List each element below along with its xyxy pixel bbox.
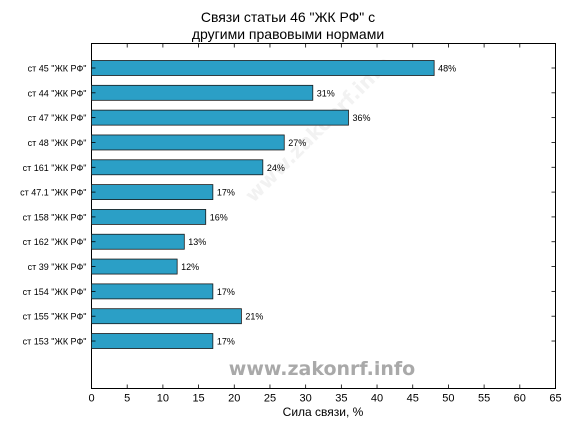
bar-value-label: 48%	[438, 64, 456, 74]
y-tick-label: ст 48 "ЖК РФ"	[28, 138, 87, 148]
y-tick-label: ст 44 "ЖК РФ"	[28, 88, 87, 98]
x-tick-label: 25	[264, 393, 276, 405]
bar	[91, 258, 178, 275]
bar-value-label: 12%	[181, 262, 199, 272]
bar-value-label: 17%	[217, 337, 235, 347]
bar	[91, 308, 242, 325]
y-tick-label: ст 47.1 "ЖК РФ"	[20, 188, 86, 198]
bar	[91, 159, 264, 176]
bar-value-label: 17%	[217, 188, 235, 198]
y-tick-label: ст 162 "ЖК РФ"	[23, 237, 87, 247]
y-tick-label: ст 39 "ЖК РФ"	[28, 262, 87, 272]
bar	[91, 333, 214, 349]
bar-value-label: 13%	[188, 237, 206, 247]
bar-value-label: 17%	[217, 287, 235, 297]
x-tick-label: 50	[442, 393, 454, 405]
bar-value-label: 21%	[245, 312, 263, 322]
watermark: www.zakonrf.info	[228, 358, 416, 380]
x-tick-label: 45	[407, 393, 419, 405]
chart-title-line-2: другими правовыми нормами	[191, 26, 385, 42]
x-tick-label: 20	[228, 393, 240, 405]
bar-value-label: 27%	[288, 138, 306, 148]
y-tick-label: ст 153 "ЖК РФ"	[23, 337, 87, 347]
bar	[91, 184, 214, 201]
x-tick-label: 5	[124, 393, 130, 405]
bar	[91, 233, 185, 250]
bar-value-label: 36%	[352, 113, 370, 123]
x-tick-label: 55	[478, 393, 490, 405]
x-tick-label: 15	[192, 393, 204, 405]
bar	[91, 134, 285, 151]
bar	[91, 109, 349, 126]
bar-value-label: 31%	[317, 88, 335, 98]
x-tick-label: 65	[549, 393, 561, 405]
bar-value-label: 16%	[210, 212, 228, 222]
x-tick-label: 35	[335, 393, 347, 405]
bar-value-label: 24%	[267, 163, 285, 173]
x-axis-label: Сила связи, %	[282, 405, 364, 419]
y-tick-label: ст 47 "ЖК РФ"	[28, 113, 87, 123]
x-tick-label: 0	[88, 393, 94, 405]
bar	[91, 60, 435, 76]
x-tick-label: 30	[300, 393, 312, 405]
chart-title-line-1: Связи статьи 46 "ЖК РФ" с	[200, 9, 376, 25]
x-tick-label: 60	[514, 393, 526, 405]
y-tick-label: ст 158 "ЖК РФ"	[23, 212, 87, 222]
bar	[91, 84, 314, 101]
y-tick-label: ст 161 "ЖК РФ"	[23, 163, 87, 173]
bar	[91, 283, 214, 300]
y-tick-label: ст 45 "ЖК РФ"	[28, 64, 87, 74]
y-tick-label: ст 155 "ЖК РФ"	[23, 312, 87, 322]
x-tick-label: 10	[157, 393, 169, 405]
y-tick-label: ст 154 "ЖК РФ"	[23, 287, 87, 297]
bar	[91, 209, 207, 225]
x-tick-label: 40	[371, 393, 383, 405]
